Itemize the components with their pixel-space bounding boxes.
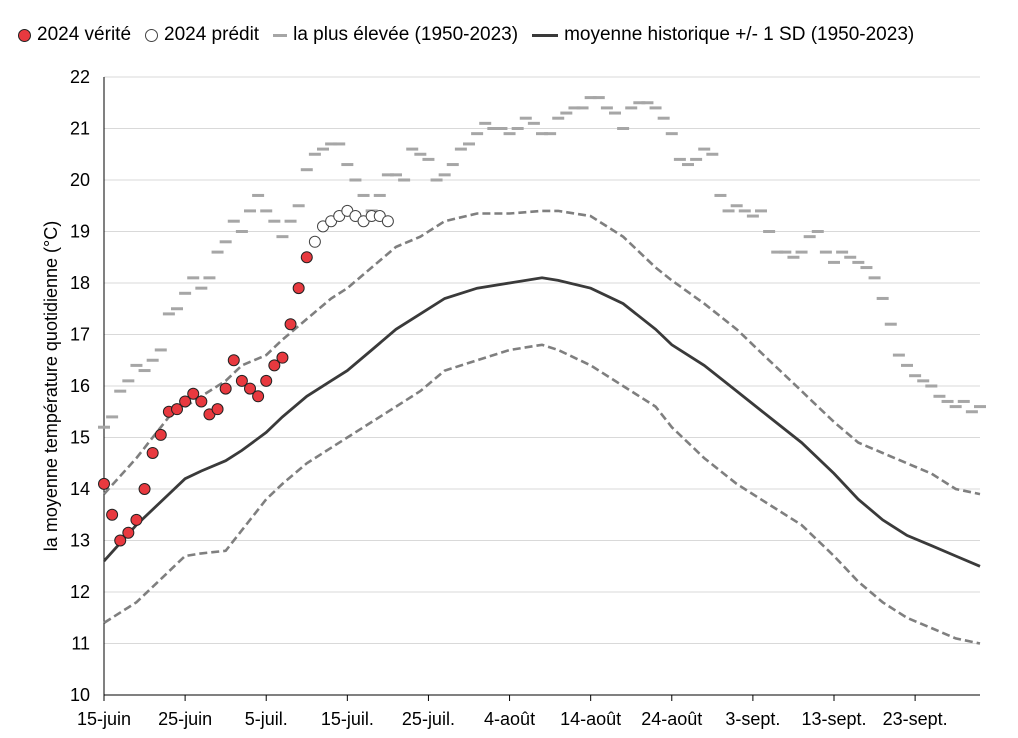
x-tick-label: 5-juil.	[245, 709, 288, 729]
truth-point	[98, 477, 110, 490]
legend: 2024 vérité 2024 prédit la plus élevée (…	[18, 24, 928, 46]
truth-point	[235, 374, 248, 387]
y-tick-label: 20	[70, 170, 90, 190]
open-dot-icon	[145, 28, 159, 42]
truth-point	[187, 387, 200, 400]
y-tick-label: 13	[70, 531, 90, 551]
x-tick-label: 25-juin	[158, 709, 212, 729]
axes-group	[103, 76, 980, 701]
y-tick-label: 10	[70, 685, 90, 705]
truth-point	[146, 446, 159, 459]
sd-lower-line	[103, 343, 981, 645]
points-group	[98, 204, 394, 547]
predicted-point	[381, 215, 394, 228]
labels-group: 10 11 12 13 14 15 16 17 18 19 20 21 22 15-juin 25-juin…	[41, 67, 948, 729]
legend-label-truth: 2024 vérité	[37, 24, 132, 45]
y-axis-label: la moyenne température quotidienne (°C)	[41, 221, 61, 551]
truth-point	[114, 534, 127, 547]
legend-label-predicted: 2024 prédit	[164, 24, 260, 45]
x-tick-label: 13-sept.	[801, 709, 866, 729]
truth-point	[244, 382, 256, 395]
legend-item-highest: la plus élevée (1950-2023)	[273, 24, 518, 46]
truth-point	[284, 318, 297, 331]
truth-point	[195, 395, 208, 408]
truth-point	[138, 483, 151, 495]
truth-point	[171, 403, 183, 416]
sd-upper-line	[103, 209, 981, 496]
y-tick-label: 18	[70, 273, 90, 293]
mean-line-group	[102, 276, 981, 568]
truth-point	[276, 351, 289, 364]
y-tick-label: 17	[70, 325, 90, 345]
truth-point	[122, 526, 135, 539]
x-tick-label: 15-juin	[77, 709, 131, 729]
truth-point	[292, 282, 305, 295]
truth-point	[179, 395, 192, 408]
legend-item-predicted: 2024 prédit	[145, 24, 259, 46]
truth-point	[154, 428, 167, 441]
y-tick-label: 14	[70, 479, 90, 499]
x-tick-label: 24-août	[641, 709, 702, 729]
truth-point	[211, 403, 224, 416]
truth-point	[260, 374, 273, 387]
sd-lines-group	[103, 209, 981, 645]
truth-point	[227, 354, 240, 367]
dash-marker-icon	[273, 33, 288, 37]
y-tick-label: 11	[71, 634, 90, 654]
solid-line-icon	[532, 33, 559, 37]
max-markers-group	[98, 96, 986, 429]
truth-point	[252, 390, 265, 403]
legend-label-highest: la plus élevée (1950-2023)	[293, 24, 519, 45]
y-tick-label: 16	[70, 376, 90, 396]
red-dot-icon	[18, 28, 31, 42]
y-tick-label: 12	[70, 582, 90, 602]
x-tick-label: 4-août	[484, 709, 535, 729]
predicted-point	[308, 235, 321, 248]
legend-label-mean: moyenne historique +/- 1 SD (1950-2023)	[564, 24, 915, 45]
x-tick-label: 14-août	[560, 709, 621, 729]
y-tick-label: 19	[70, 222, 90, 242]
y-tick-label: 21	[70, 119, 90, 139]
x-tick-label: 25-juil.	[402, 709, 455, 729]
legend-item-truth: 2024 vérité	[18, 24, 131, 46]
truth-point	[130, 513, 143, 526]
x-tick-label: 23-sept.	[883, 709, 948, 729]
truth-point	[268, 359, 281, 372]
x-tick-label: 3-sept.	[725, 709, 780, 729]
legend-item-mean: moyenne historique +/- 1 SD (1950-2023)	[532, 24, 914, 46]
mean-line	[102, 276, 981, 568]
y-tick-label: 22	[70, 67, 90, 87]
y-tick-label: 15	[70, 428, 90, 448]
truth-point	[300, 251, 313, 264]
truth-point	[106, 508, 119, 521]
truth-point	[219, 382, 232, 395]
x-tick-label: 15-juil.	[321, 709, 374, 729]
